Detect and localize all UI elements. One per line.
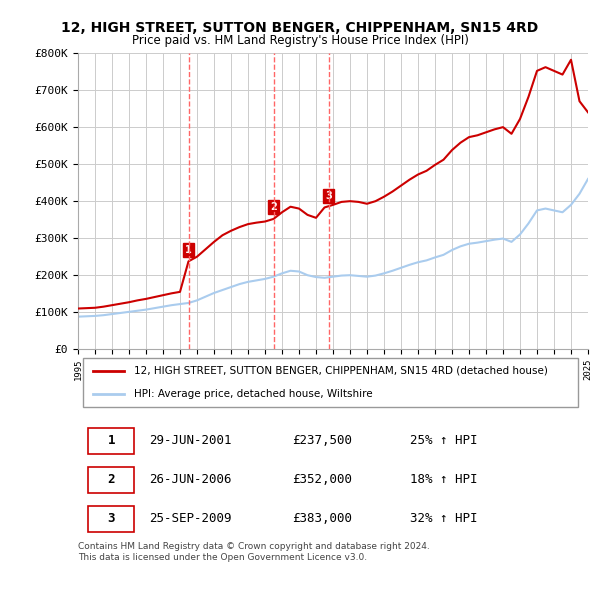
- Text: Contains HM Land Registry data © Crown copyright and database right 2024.
This d: Contains HM Land Registry data © Crown c…: [78, 542, 430, 562]
- Text: 25-SEP-2009: 25-SEP-2009: [149, 512, 232, 525]
- Text: 3: 3: [325, 191, 332, 201]
- Text: 1: 1: [107, 434, 115, 447]
- Text: HPI: Average price, detached house, Wiltshire: HPI: Average price, detached house, Wilt…: [134, 389, 373, 399]
- Text: 32% ↑ HPI: 32% ↑ HPI: [409, 512, 477, 525]
- FancyBboxPatch shape: [88, 428, 134, 454]
- Text: £237,500: £237,500: [292, 434, 352, 447]
- Text: Price paid vs. HM Land Registry's House Price Index (HPI): Price paid vs. HM Land Registry's House …: [131, 34, 469, 47]
- Text: 3: 3: [107, 512, 115, 525]
- Text: 12, HIGH STREET, SUTTON BENGER, CHIPPENHAM, SN15 4RD (detached house): 12, HIGH STREET, SUTTON BENGER, CHIPPENH…: [134, 366, 548, 376]
- FancyBboxPatch shape: [88, 467, 134, 493]
- Text: 25% ↑ HPI: 25% ↑ HPI: [409, 434, 477, 447]
- Text: 2: 2: [270, 202, 277, 212]
- Text: 18% ↑ HPI: 18% ↑ HPI: [409, 473, 477, 486]
- Text: 12, HIGH STREET, SUTTON BENGER, CHIPPENHAM, SN15 4RD: 12, HIGH STREET, SUTTON BENGER, CHIPPENH…: [61, 21, 539, 35]
- Text: 1: 1: [185, 245, 192, 255]
- FancyBboxPatch shape: [88, 506, 134, 532]
- Text: 26-JUN-2006: 26-JUN-2006: [149, 473, 232, 486]
- Text: 2: 2: [107, 473, 115, 486]
- Text: £352,000: £352,000: [292, 473, 352, 486]
- FancyBboxPatch shape: [83, 358, 578, 407]
- Text: 29-JUN-2001: 29-JUN-2001: [149, 434, 232, 447]
- Text: £383,000: £383,000: [292, 512, 352, 525]
